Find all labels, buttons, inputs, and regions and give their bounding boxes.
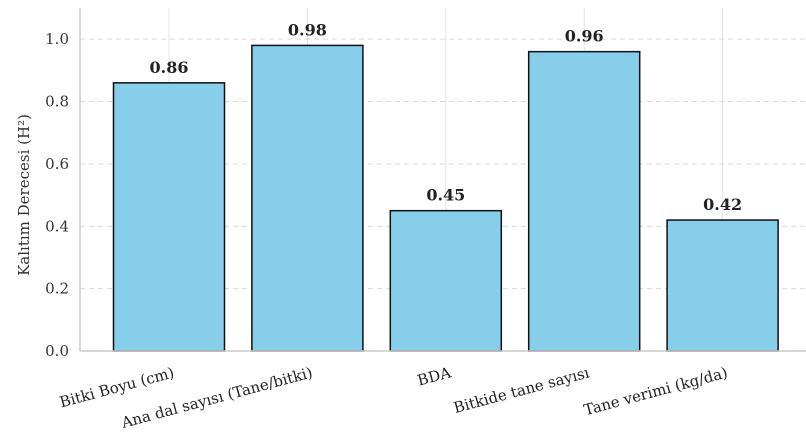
- x-tick-label: Tane verimi (kg/da): [582, 363, 730, 419]
- bar: [527, 50, 641, 352]
- bar: [666, 219, 779, 352]
- bar-value-label: 0.98: [288, 20, 327, 39]
- bar-value-label: 0.45: [426, 186, 465, 205]
- y-tick-label: 0.8: [45, 93, 69, 111]
- bar: [389, 209, 503, 352]
- y-tick-label: 0.4: [45, 217, 69, 235]
- y-tick-label: 1.0: [45, 30, 69, 48]
- x-tick-label: BDA: [415, 363, 453, 389]
- bar-value-label: 0.42: [703, 195, 742, 214]
- bar-value-label: 0.96: [565, 27, 604, 46]
- bar: [112, 82, 226, 352]
- bar: [251, 44, 364, 352]
- y-tick-label: 0.6: [45, 155, 69, 173]
- x-tick-label: Bitkide tane sayısı: [452, 363, 592, 417]
- bars-layer: [112, 44, 779, 352]
- y-tick-label: 0.2: [45, 280, 69, 298]
- y-axis-title: Kalıtım Derecesi (H²): [15, 114, 33, 276]
- axes-layer: [79, 8, 806, 352]
- bar-value-label: 0.86: [150, 58, 189, 77]
- y-tick-label: 0.0: [45, 342, 69, 360]
